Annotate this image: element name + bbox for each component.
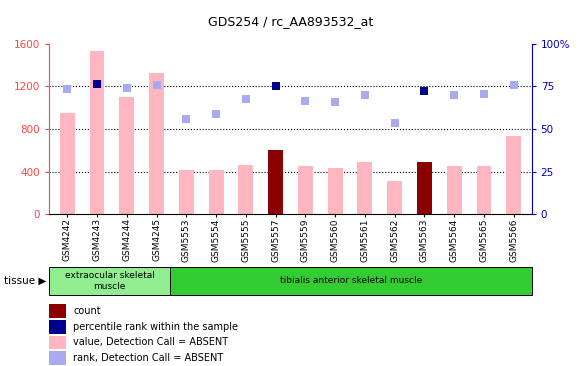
- Bar: [388, 181, 402, 214]
- Bar: [357, 162, 372, 214]
- Point: [331, 100, 340, 105]
- Point: [390, 120, 399, 126]
- Point: [301, 98, 310, 104]
- Bar: [49, 336, 66, 349]
- Text: extraocular skeletal
muscle: extraocular skeletal muscle: [64, 271, 155, 291]
- Bar: [238, 165, 253, 214]
- Bar: [49, 305, 66, 318]
- Point: [271, 83, 280, 89]
- Bar: [149, 72, 164, 214]
- Bar: [328, 168, 343, 214]
- Bar: [49, 320, 66, 334]
- Bar: [89, 51, 105, 214]
- Point: [92, 81, 102, 87]
- Text: tissue ▶: tissue ▶: [4, 276, 46, 286]
- Text: value, Detection Call = ABSENT: value, Detection Call = ABSENT: [74, 337, 228, 347]
- Point: [360, 92, 370, 98]
- Point: [211, 111, 221, 116]
- Point: [152, 82, 161, 88]
- Bar: [170, 267, 532, 295]
- Text: GDS254 / rc_AA893532_at: GDS254 / rc_AA893532_at: [208, 15, 373, 28]
- Bar: [298, 166, 313, 214]
- Bar: [209, 171, 224, 214]
- Bar: [119, 97, 134, 214]
- Bar: [49, 351, 66, 365]
- Bar: [268, 150, 283, 214]
- Bar: [417, 162, 432, 214]
- Point: [182, 116, 191, 122]
- Text: rank, Detection Call = ABSENT: rank, Detection Call = ABSENT: [74, 353, 224, 363]
- Point: [63, 86, 72, 92]
- Bar: [447, 166, 462, 214]
- Point: [420, 88, 429, 94]
- Point: [122, 85, 131, 91]
- Bar: [476, 166, 492, 214]
- Bar: [506, 137, 521, 214]
- Bar: [49, 267, 170, 295]
- Text: tibialis anterior skeletal muscle: tibialis anterior skeletal muscle: [279, 276, 422, 285]
- Bar: [179, 171, 193, 214]
- Text: count: count: [74, 306, 101, 316]
- Point: [509, 82, 518, 88]
- Point: [241, 96, 250, 102]
- Text: percentile rank within the sample: percentile rank within the sample: [74, 322, 238, 332]
- Bar: [60, 113, 75, 214]
- Point: [479, 91, 489, 97]
- Point: [450, 92, 459, 98]
